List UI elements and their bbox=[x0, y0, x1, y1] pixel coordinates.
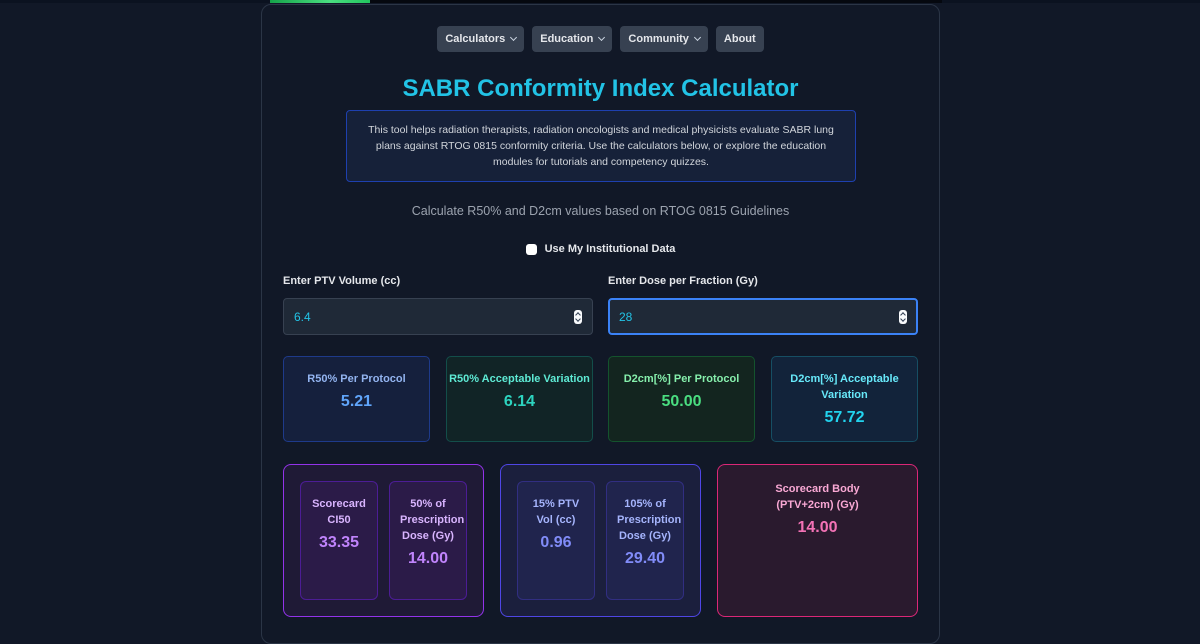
d2cm-acceptable-card: D2cm[%] Acceptable Variation 57.72 bbox=[771, 356, 918, 442]
ptv-volume-input[interactable]: 6.4 bbox=[283, 298, 593, 335]
card-value: 14.00 bbox=[407, 550, 449, 567]
chevron-down-icon bbox=[510, 33, 518, 42]
top-progress-bar bbox=[0, 0, 1200, 3]
nav-calculators-label: Calculators bbox=[445, 33, 506, 45]
card-label: 15% PTV Vol (cc) bbox=[532, 498, 580, 526]
card-value: 0.96 bbox=[540, 534, 572, 551]
card-value: 5.21 bbox=[340, 393, 373, 410]
card-label: R50% Per Protocol bbox=[307, 373, 406, 385]
ci50-scorecard-group: Scorecard CI50 33.35 50% of Prescription… bbox=[283, 464, 484, 617]
nav-community-label: Community bbox=[628, 33, 689, 45]
ptv-volume-label: Enter PTV Volume (cc) bbox=[283, 275, 401, 287]
page-title: SABR Conformity Index Calculator bbox=[402, 75, 799, 102]
nav-community-button[interactable]: Community bbox=[620, 26, 708, 52]
chevron-down-icon bbox=[598, 33, 606, 42]
card-value: 14.00 bbox=[797, 519, 838, 536]
dose-per-fraction-input[interactable]: 28 bbox=[608, 298, 918, 335]
card-value: 29.40 bbox=[624, 550, 666, 567]
institutional-data-label: Use My Institutional Data bbox=[544, 243, 676, 255]
nav-calculators-button[interactable]: Calculators bbox=[437, 26, 525, 52]
main-nav: Calculators Education Community About bbox=[262, 26, 939, 52]
105pct-prescription-dose-card: 105% of Prescription Dose (Gy) 29.40 bbox=[606, 481, 684, 600]
card-label: R50% Acceptable Variation bbox=[449, 373, 590, 385]
calculator-panel: Calculators Education Community About SA… bbox=[261, 4, 940, 644]
card-label: Scorecard Body (PTV+2cm) (Gy) bbox=[775, 483, 860, 511]
chevron-down-icon bbox=[693, 33, 701, 42]
card-label: 105% of Prescription Dose (Gy) bbox=[617, 498, 682, 542]
nav-about-label: About bbox=[723, 33, 756, 45]
card-label: 50% of Prescription Dose (Gy) bbox=[400, 498, 465, 542]
dose-per-fraction-label: Enter Dose per Fraction (Gy) bbox=[608, 275, 758, 287]
nav-education-button[interactable]: Education bbox=[532, 26, 613, 52]
card-value: 50.00 bbox=[661, 393, 702, 410]
card-value: 33.35 bbox=[318, 534, 360, 551]
intro-box: This tool helps radiation therapists, ra… bbox=[346, 110, 856, 182]
institutional-data-checkbox[interactable] bbox=[525, 243, 537, 255]
dose-per-fraction-value: 28 bbox=[619, 309, 633, 324]
half-prescription-dose-card: 50% of Prescription Dose (Gy) 14.00 bbox=[389, 481, 467, 600]
nav-about-button[interactable]: About bbox=[715, 26, 764, 52]
top-bar-track bbox=[370, 0, 942, 3]
page-subtitle: Calculate R50% and D2cm values based on … bbox=[411, 204, 790, 218]
progress-indicator bbox=[270, 0, 370, 3]
card-label: Scorecard CI50 bbox=[312, 498, 366, 526]
institutional-data-option[interactable]: Use My Institutional Data bbox=[262, 243, 939, 255]
card-value: 57.72 bbox=[824, 409, 865, 426]
ptv-volume-value: 6.4 bbox=[294, 309, 311, 324]
d2cm-protocol-card: D2cm[%] Per Protocol 50.00 bbox=[608, 356, 755, 442]
ptv-scorecard-group: 15% PTV Vol (cc) 0.96 105% of Prescripti… bbox=[500, 464, 701, 617]
number-stepper-icon[interactable] bbox=[899, 309, 907, 324]
number-stepper-icon[interactable] bbox=[574, 309, 582, 324]
r50-acceptable-card: R50% Acceptable Variation 6.14 bbox=[446, 356, 593, 442]
ptv-15pct-volume-card: 15% PTV Vol (cc) 0.96 bbox=[517, 481, 595, 600]
scorecard-body-card: Scorecard Body (PTV+2cm) (Gy) 14.00 bbox=[717, 464, 918, 617]
card-label: D2cm[%] Acceptable Variation bbox=[790, 373, 899, 401]
card-label: D2cm[%] Per Protocol bbox=[623, 373, 740, 385]
card-value: 6.14 bbox=[503, 393, 536, 410]
r50-protocol-card: R50% Per Protocol 5.21 bbox=[283, 356, 430, 442]
scorecard-ci50-card: Scorecard CI50 33.35 bbox=[300, 481, 378, 600]
nav-education-label: Education bbox=[540, 33, 594, 45]
